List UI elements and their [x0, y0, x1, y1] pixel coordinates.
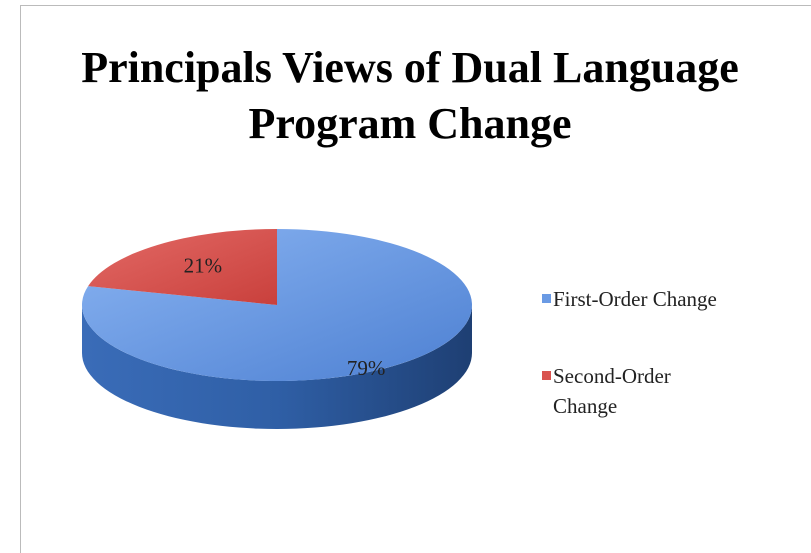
- legend-item: First-Order Change: [542, 284, 803, 314]
- legend-swatch: [542, 294, 551, 303]
- pie-slice: [88, 229, 277, 305]
- data-label: 21%: [184, 254, 223, 278]
- pie-side: [82, 305, 472, 429]
- legend-label: First-Order Change: [553, 287, 717, 311]
- frame: [20, 5, 811, 553]
- legend-label: Second-Order Change: [553, 364, 671, 418]
- chart-title: Principals Views of Dual Language Progra…: [81, 43, 739, 148]
- legend-item: Second-Order Change: [542, 361, 803, 421]
- data-label: 79%: [347, 356, 386, 380]
- legend-swatch: [542, 371, 551, 380]
